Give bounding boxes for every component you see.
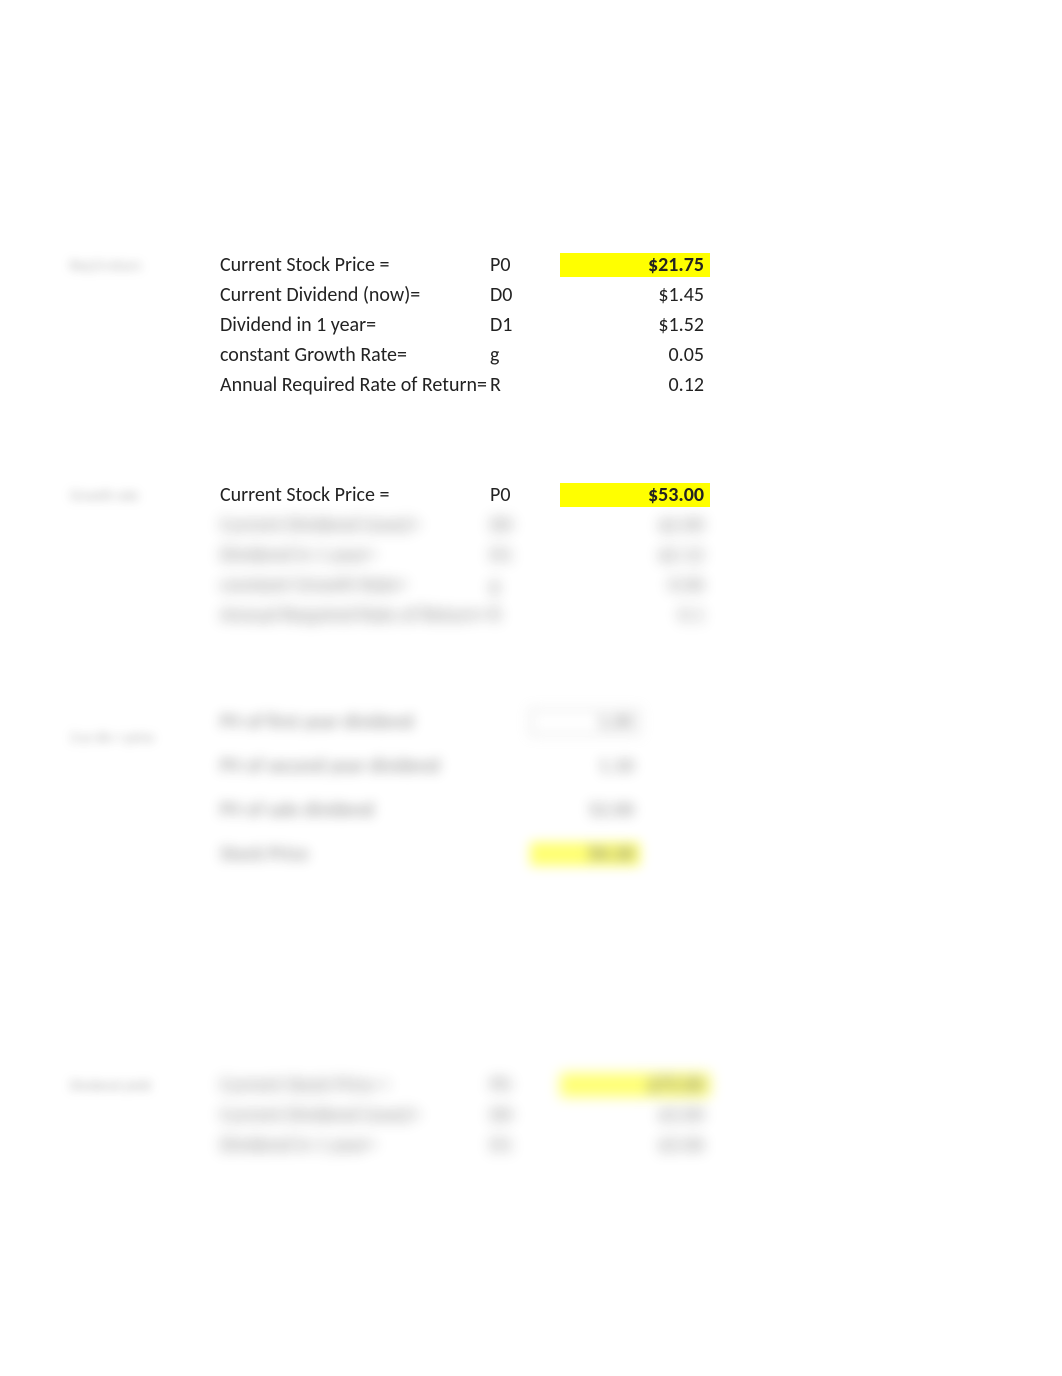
table-row: Current Stock Price = P0 $21.75 (220, 250, 740, 280)
row-value: 1.00 (530, 709, 640, 735)
row-value: 54.10 (530, 842, 640, 866)
row-symbol: D0 (490, 283, 560, 307)
row-label: Current Dividend (now)= (220, 513, 490, 537)
row-value: 1.10 (530, 754, 640, 778)
row-value: 52.00 (530, 798, 640, 822)
table-row: Stock Price 54.10 (220, 832, 740, 876)
row-symbol: D1 (490, 1133, 560, 1157)
row-label: Current Dividend (now)= (220, 1103, 490, 1127)
row-label: PV of second year dividend (220, 754, 510, 778)
table-row: PV of first year dividend 1.00 (220, 700, 740, 744)
table-row: constant Growth Rate= g 0.06 (220, 570, 740, 600)
row-value: $1.45 (560, 283, 710, 307)
row-label: Dividend in 1 year= (220, 1133, 490, 1157)
table-row: constant Growth Rate= g 0.05 (220, 340, 740, 370)
row-value: $2.12 (560, 543, 710, 567)
row-label: constant Growth Rate= (220, 573, 490, 597)
row-symbol: D1 (490, 313, 560, 337)
row-symbol: D1 (490, 543, 560, 567)
section-1-rows: Current Stock Price = P0 $21.75 Current … (220, 250, 740, 400)
row-symbol: g (490, 573, 560, 597)
row-symbol: P0 (490, 253, 560, 277)
row-value: 0.06 (560, 573, 710, 597)
table-row: Current Stock Price = P0 $75.00 (220, 1070, 740, 1100)
row-label: constant Growth Rate= (220, 343, 490, 367)
row-symbol: D0 (490, 1103, 560, 1127)
table-row: Current Dividend (now)= D0 $3.00 (220, 1100, 740, 1130)
row-label: Dividend in 1 year= (220, 543, 490, 567)
row-symbol: R (490, 603, 560, 627)
row-symbol: P0 (490, 1073, 560, 1097)
section-1-side-label: Req'd return (70, 258, 160, 275)
table-row: Dividend in 1 year= D1 $1.52 (220, 310, 740, 340)
row-label: PV of sale dividend (220, 798, 510, 822)
row-symbol: D0 (490, 513, 560, 537)
row-label: Current Stock Price = (220, 483, 490, 507)
section-4-rows: Current Stock Price = P0 $75.00 Current … (220, 1070, 740, 1160)
row-label: Annual Required Rate of Return= (220, 603, 490, 627)
row-value: $53.00 (560, 483, 710, 507)
row-value: 0.1 (560, 603, 710, 627)
section-2-rows: Current Stock Price = P0 $53.00 Current … (220, 480, 740, 630)
row-value: $3.00 (560, 1103, 710, 1127)
row-value: 0.05 (560, 343, 710, 367)
row-value: $3.06 (560, 1133, 710, 1157)
table-row: PV of second year dividend 1.10 (220, 744, 740, 788)
section-3-rows: PV of first year dividend 1.00 PV of sec… (220, 700, 740, 876)
table-row: Dividend in 1 year= D1 $3.06 (220, 1130, 740, 1160)
table-row: Current Dividend (now)= D0 $2.00 (220, 510, 740, 540)
row-label: Current Stock Price = (220, 253, 490, 277)
row-symbol: g (490, 343, 560, 367)
table-row: PV of sale dividend 52.00 (220, 788, 740, 832)
table-row: Current Dividend (now)= D0 $1.45 (220, 280, 740, 310)
table-row: Dividend in 1 year= D1 $2.12 (220, 540, 740, 570)
row-value: $21.75 (560, 253, 710, 277)
row-label: PV of first year dividend (220, 710, 510, 734)
row-value: $75.00 (560, 1073, 710, 1097)
section-4-side-label: Dividend yield (70, 1078, 160, 1095)
row-symbol: P0 (490, 483, 560, 507)
row-value: $2.00 (560, 513, 710, 537)
row-symbol: R (490, 373, 560, 397)
row-label: Current Dividend (now)= (220, 283, 490, 307)
row-label: Annual Required Rate of Return= (220, 373, 490, 397)
row-label: Dividend in 1 year= (220, 313, 490, 337)
row-value: $1.52 (560, 313, 710, 337)
table-row: Annual Required Rate of Return= R 0.1 (220, 600, 740, 630)
table-row: Current Stock Price = P0 $53.00 (220, 480, 740, 510)
page: Req'd return Current Stock Price = P0 $2… (0, 0, 1062, 1376)
row-label: Current Stock Price = (220, 1073, 490, 1097)
section-2-side-label: Growth rate (70, 488, 160, 505)
row-value: 0.12 (560, 373, 710, 397)
table-row: Annual Required Rate of Return= R 0.12 (220, 370, 740, 400)
row-label: Stock Price (220, 842, 510, 866)
section-3-side-label: 2-yr div + price (70, 730, 160, 747)
